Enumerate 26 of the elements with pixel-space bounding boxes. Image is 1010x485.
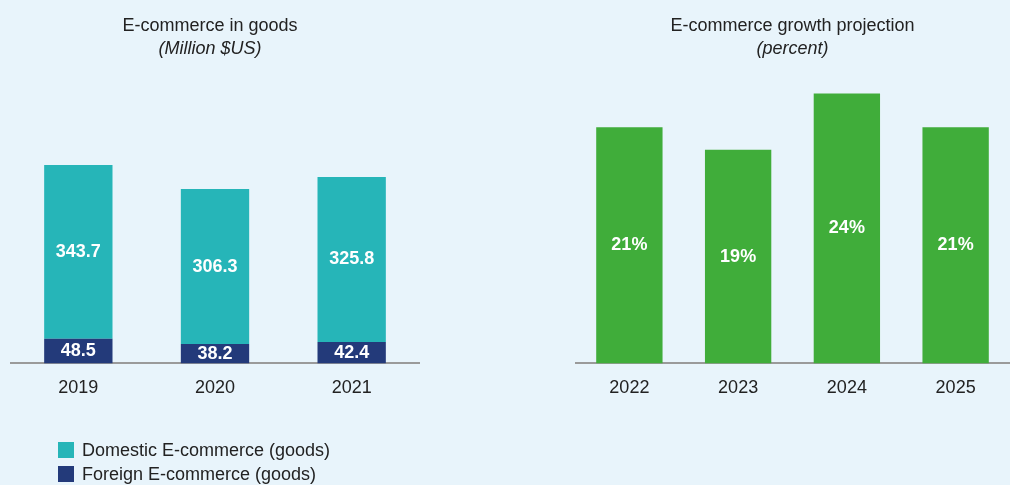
data-label: 24% <box>828 217 865 238</box>
bar <box>317 177 386 342</box>
data-label: 21% <box>937 234 974 255</box>
data-label: 38.2 <box>197 342 233 363</box>
x-tick-label: 2022 <box>609 377 650 398</box>
x-tick-label: 2023 <box>718 377 759 398</box>
x-tick-label: 2019 <box>58 377 99 398</box>
data-label: 19% <box>720 245 757 266</box>
chart-subtitle: (Million $US) <box>157 37 263 60</box>
legend-label: Foreign E-commerce (goods) <box>82 463 317 485</box>
x-tick-label: 2025 <box>935 377 976 398</box>
x-tick-label: 2020 <box>194 377 236 398</box>
x-tick-label: 2024 <box>826 377 867 398</box>
data-label: 21% <box>611 234 648 255</box>
x-tick-label: 2021 <box>331 377 372 398</box>
chart-subtitle: (percent) <box>755 37 830 60</box>
data-label: 306.3 <box>192 255 238 276</box>
legend-label: Domestic E-commerce (goods) <box>82 439 331 462</box>
data-label: 42.4 <box>334 341 370 362</box>
bar <box>44 164 113 339</box>
bar <box>180 189 250 345</box>
data-label: 343.7 <box>55 240 101 261</box>
chart-title: E-commerce growth projection <box>670 15 915 35</box>
chart-title: E-commerce in goods <box>122 15 298 35</box>
data-label: 48.5 <box>60 340 96 361</box>
data-label: 325.8 <box>329 248 375 269</box>
